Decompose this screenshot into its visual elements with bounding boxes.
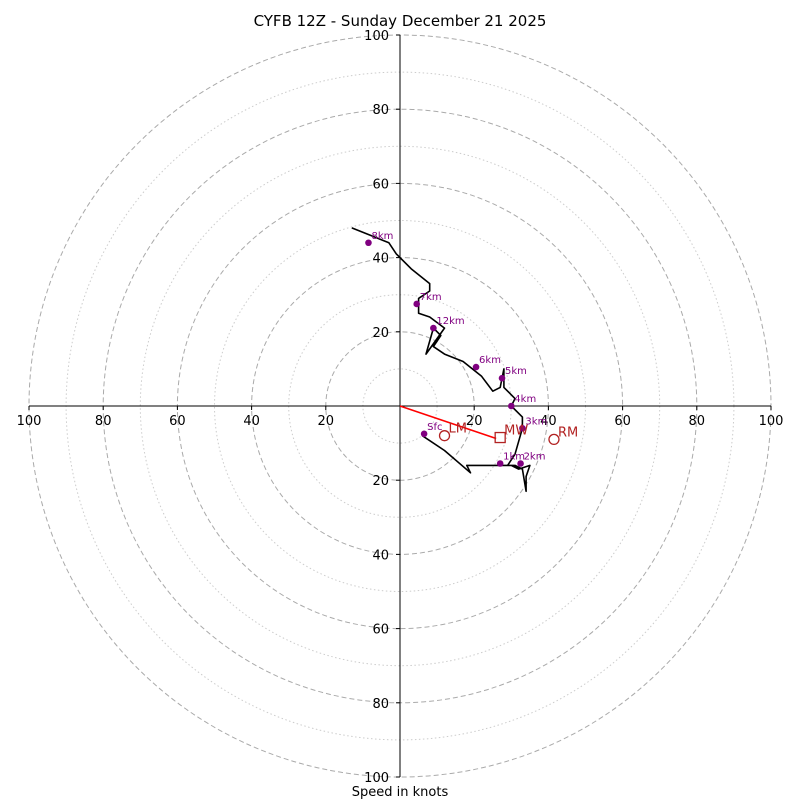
tick-label-west-80: 80 — [95, 414, 112, 429]
height-label-5km: 5km — [505, 366, 527, 377]
motion-label-rm: RM — [558, 425, 578, 440]
height-marker-12km — [430, 324, 437, 332]
mean-wind-vector — [399, 405, 497, 440]
tick-label-north-60: 60 — [372, 177, 389, 192]
tick-label-east-80: 80 — [689, 414, 706, 429]
height-marker-6km — [472, 363, 480, 371]
height-label-12km: 12km — [436, 316, 464, 327]
tick-label-south-80: 80 — [372, 697, 389, 712]
height-label-sfc: Sfc — [427, 422, 442, 433]
tick-label-east-20: 20 — [466, 414, 483, 429]
height-marker-5km — [498, 374, 506, 382]
hodograph-line — [351, 227, 531, 493]
tick-label-east-100: 100 — [759, 414, 784, 429]
height-label-2km: 2km — [524, 452, 546, 463]
height-label-4km: 4km — [514, 394, 536, 405]
height-marker-8km — [365, 239, 372, 247]
motion-marker-lm — [438, 430, 451, 442]
height-marker-1km — [496, 460, 504, 467]
axis-ticks: 20 20 20 20 40 40 40 40 60 60 60 60 80 80 80 80 100 100 10… — [17, 29, 784, 786]
height-marker-2km — [517, 460, 524, 467]
tick-label-east-40: 40 — [540, 414, 557, 429]
tick-label-north-100: 100 — [364, 29, 389, 44]
height-label-6km: 6km — [479, 355, 501, 366]
tick-label-south-100: 100 — [364, 771, 389, 786]
height-label-8km: 8km — [371, 231, 393, 242]
tick-label-north-80: 80 — [372, 103, 389, 118]
tick-label-north-40: 40 — [372, 252, 389, 267]
motion-marker-rm — [548, 433, 560, 446]
height-label-3km: 3km — [525, 416, 547, 427]
tick-label-south-20: 20 — [372, 474, 389, 489]
tick-label-south-60: 60 — [372, 623, 389, 638]
motion-marker-mw — [494, 431, 506, 444]
tick-label-west-40: 40 — [243, 414, 260, 429]
motion-label-mw: MW — [504, 424, 528, 439]
height-marker-3km — [519, 424, 526, 432]
height-marker-sfc — [420, 430, 428, 438]
chart-title: CYFB 12Z - Sunday December 21 2025 — [254, 12, 547, 30]
tick-label-south-40: 40 — [372, 548, 389, 563]
tick-label-north-20: 20 — [372, 326, 389, 341]
motion-label-lm: LM — [449, 422, 467, 437]
x-axis-label: Speed in knots — [352, 785, 449, 800]
height-label-7km: 7km — [420, 292, 442, 303]
height-marker-4km — [508, 402, 515, 410]
tick-label-west-60: 60 — [169, 414, 186, 429]
tick-label-east-60: 60 — [614, 414, 631, 429]
tick-label-west-20: 20 — [318, 414, 335, 429]
tick-label-west-100: 100 — [17, 414, 42, 429]
height-marker-7km — [413, 300, 420, 308]
height-label-1km: 1km — [503, 452, 525, 463]
